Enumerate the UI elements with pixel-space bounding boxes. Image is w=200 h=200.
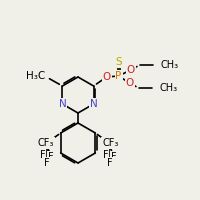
- Text: F: F: [107, 158, 112, 168]
- Text: O: O: [125, 78, 134, 88]
- Text: O: O: [102, 72, 111, 82]
- Text: N: N: [90, 99, 97, 109]
- Text: F: F: [40, 150, 45, 160]
- Text: F: F: [111, 152, 116, 162]
- Text: CH₃: CH₃: [161, 60, 179, 70]
- Text: F: F: [48, 152, 53, 162]
- Text: F: F: [103, 150, 108, 160]
- Text: CF₃: CF₃: [37, 138, 54, 148]
- Text: H₃C: H₃C: [26, 71, 45, 81]
- Text: CF₃: CF₃: [102, 138, 119, 148]
- Text: O: O: [126, 65, 135, 75]
- Text: CH₃: CH₃: [160, 83, 178, 93]
- Text: F: F: [44, 158, 49, 168]
- Text: N: N: [59, 99, 66, 109]
- Text: S: S: [115, 57, 122, 67]
- Text: P: P: [115, 71, 122, 81]
